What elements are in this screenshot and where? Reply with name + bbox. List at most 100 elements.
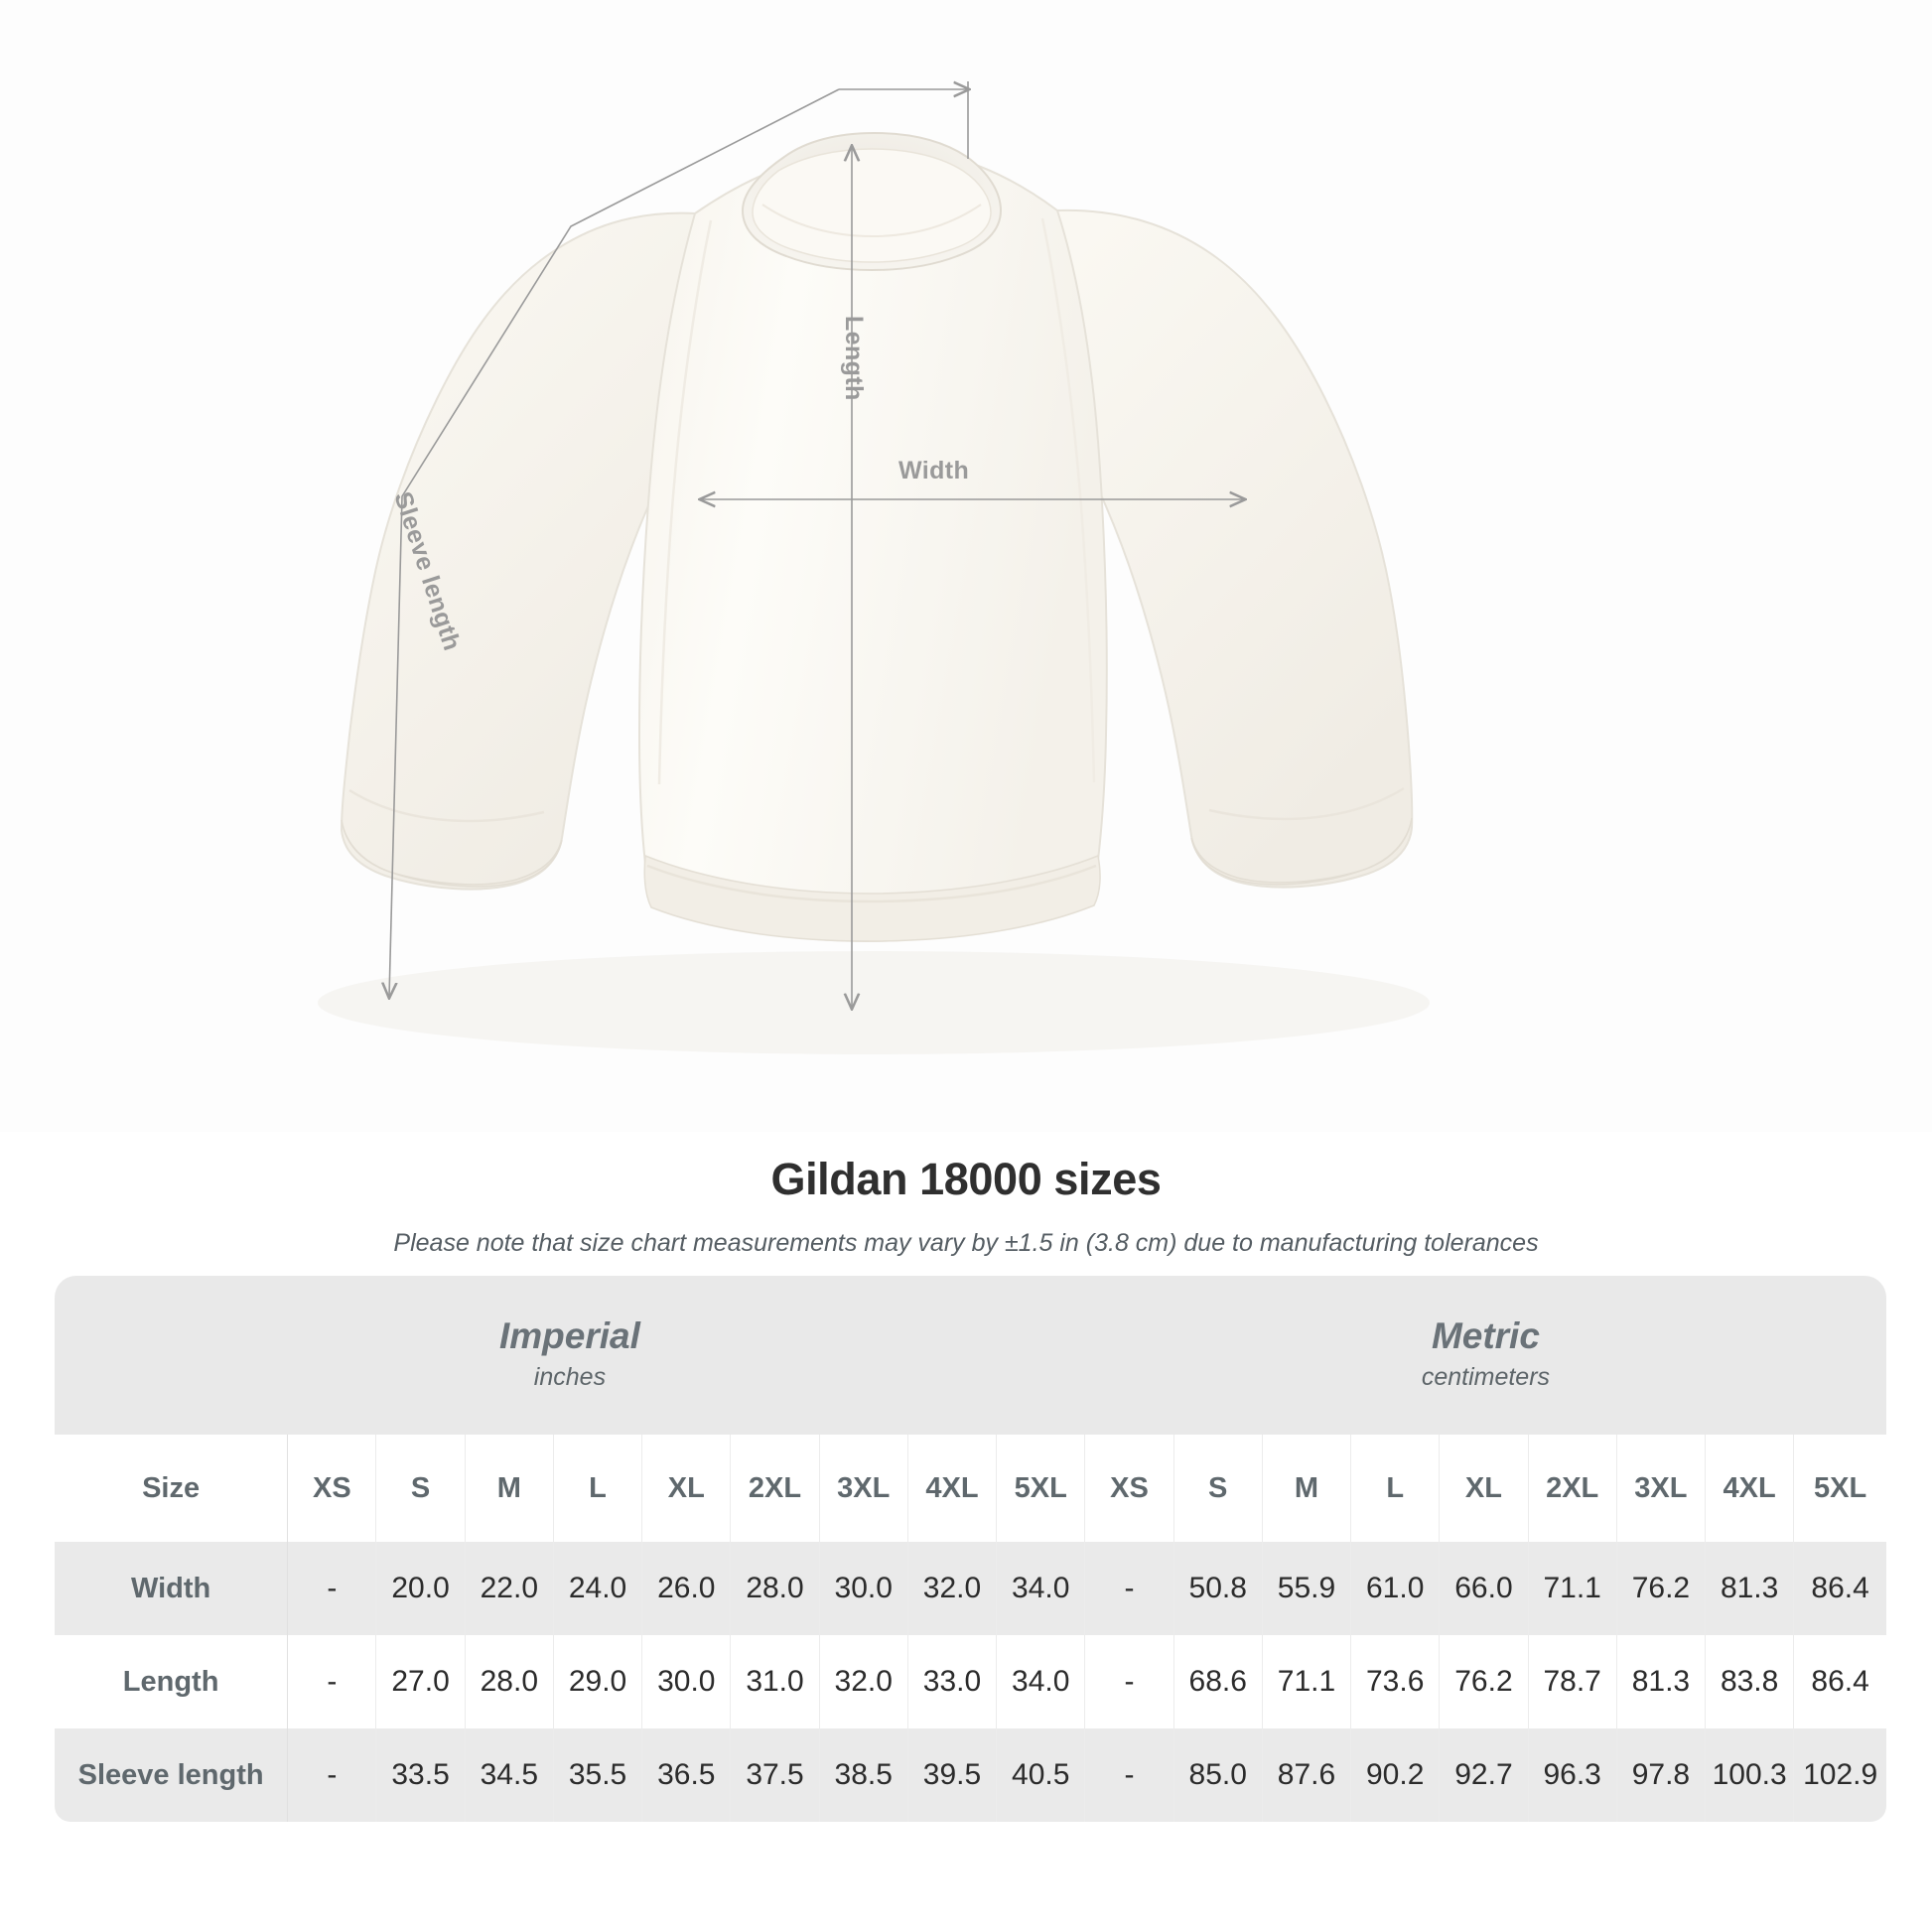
sleeve-imperial-m: 34.5 [465, 1728, 554, 1822]
length-imperial-5xl: 34.0 [996, 1635, 1086, 1728]
sleeve-imperial-xs: - [287, 1728, 377, 1822]
size-header-imperial-l: L [553, 1435, 643, 1542]
width-imperial-xl: 26.0 [641, 1542, 732, 1635]
size-header-metric-3xl: 3XL [1616, 1435, 1707, 1542]
length-imperial-3xl: 32.0 [819, 1635, 908, 1728]
width-imperial-s: 20.0 [375, 1542, 466, 1635]
length-imperial-s: 27.0 [375, 1635, 466, 1728]
width-imperial-m: 22.0 [465, 1542, 554, 1635]
width-metric-l: 61.0 [1350, 1542, 1441, 1635]
size-header-metric-xl: XL [1439, 1435, 1529, 1542]
garment-illustration: Width Length Sleeve length [318, 0, 1430, 1054]
table-row: Width - 20.0 22.0 24.0 26.0 28.0 30.0 32… [55, 1542, 1886, 1635]
size-header-metric-s: S [1173, 1435, 1263, 1542]
width-metric-xs: - [1084, 1542, 1174, 1635]
width-imperial-2xl: 28.0 [730, 1542, 820, 1635]
sleeve-metric-s: 85.0 [1173, 1728, 1263, 1822]
imperial-label: Imperial [498, 1315, 640, 1357]
size-header-imperial-2xl: 2XL [730, 1435, 820, 1542]
collar-inner [752, 148, 992, 263]
left-cuff-seam [348, 788, 545, 823]
length-metric-l: 73.6 [1350, 1635, 1441, 1728]
size-header-metric-m: M [1262, 1435, 1352, 1542]
collar-seam [761, 204, 982, 238]
sleeve-length-guide [389, 89, 968, 997]
sleeve-metric-3xl: 97.8 [1616, 1728, 1707, 1822]
width-imperial-l: 24.0 [553, 1542, 643, 1635]
hem-seam [646, 864, 1097, 903]
length-imperial-2xl: 31.0 [730, 1635, 820, 1728]
row-label-length: Length [55, 1635, 289, 1728]
length-metric-m: 71.1 [1262, 1635, 1352, 1728]
table-row: Length - 27.0 28.0 29.0 30.0 31.0 32.0 3… [55, 1635, 1886, 1728]
metric-label: Metric [1431, 1315, 1540, 1357]
row-label-width: Width [55, 1542, 289, 1635]
metric-sublabel: centimeters [1421, 1363, 1551, 1392]
sleeve-imperial-s: 33.5 [375, 1728, 466, 1822]
size-header-metric-xs: XS [1084, 1435, 1174, 1542]
width-metric-m: 55.9 [1262, 1542, 1352, 1635]
left-body-seam [657, 219, 713, 785]
metric-unit-cell: Metric centimeters [1084, 1276, 1886, 1435]
size-header-imperial-m: M [465, 1435, 554, 1542]
length-metric-4xl: 83.8 [1705, 1635, 1795, 1728]
size-header-imperial-3xl: 3XL [819, 1435, 908, 1542]
length-dimension-label: Length [840, 316, 868, 401]
sleeve-metric-xl: 92.7 [1439, 1728, 1529, 1822]
row-label-sleeve-length: Sleeve length [55, 1728, 289, 1822]
size-header-imperial-s: S [375, 1435, 466, 1542]
sleeve-metric-m: 87.6 [1262, 1728, 1352, 1822]
sleeve-metric-xs: - [1084, 1728, 1174, 1822]
length-metric-xs: - [1084, 1635, 1174, 1728]
width-metric-xl: 66.0 [1439, 1542, 1529, 1635]
sleeve-imperial-5xl: 40.5 [996, 1728, 1086, 1822]
width-metric-s: 50.8 [1173, 1542, 1263, 1635]
length-metric-2xl: 78.7 [1528, 1635, 1617, 1728]
page-title: Gildan 18000 sizes [770, 1154, 1162, 1204]
left-sleeve [340, 211, 719, 891]
length-metric-5xl: 86.4 [1793, 1635, 1886, 1728]
length-metric-3xl: 81.3 [1616, 1635, 1707, 1728]
size-header-metric-l: L [1350, 1435, 1441, 1542]
sleeve-metric-4xl: 100.3 [1705, 1728, 1795, 1822]
size-header-imperial-5xl: 5XL [996, 1435, 1086, 1542]
size-chart-table: Imperial inches Metric centimeters Size … [55, 1276, 1886, 1822]
length-imperial-4xl: 33.0 [907, 1635, 998, 1728]
length-imperial-xs: - [287, 1635, 377, 1728]
width-imperial-4xl: 32.0 [907, 1542, 998, 1635]
size-header-imperial-4xl: 4XL [907, 1435, 998, 1542]
sweatshirt-diagram [318, 0, 1430, 1054]
right-cuff [1190, 817, 1413, 886]
width-dimension-label: Width [898, 457, 970, 484]
size-header-imperial-xl: XL [641, 1435, 732, 1542]
width-metric-3xl: 76.2 [1616, 1542, 1707, 1635]
length-imperial-l: 29.0 [553, 1635, 643, 1728]
unit-banner-row: Imperial inches Metric centimeters [55, 1276, 1886, 1435]
garment-shadow [318, 951, 1430, 1054]
length-metric-xl: 76.2 [1439, 1635, 1529, 1728]
title-block: Gildan 18000 sizes Please note that size… [0, 1132, 1932, 1258]
width-imperial-xs: - [287, 1542, 377, 1635]
size-header-metric-4xl: 4XL [1705, 1435, 1795, 1542]
size-header-label: Size [55, 1435, 289, 1542]
imperial-sublabel: inches [533, 1363, 607, 1392]
length-guide [852, 81, 969, 1008]
sleeve-imperial-xl: 36.5 [641, 1728, 732, 1822]
size-header-metric-5xl: 5XL [1793, 1435, 1886, 1542]
sleeve-metric-5xl: 102.9 [1793, 1728, 1886, 1822]
tolerance-note: Please note that size chart measurements… [393, 1229, 1539, 1257]
imperial-unit-cell: Imperial inches [55, 1276, 1085, 1435]
width-metric-2xl: 71.1 [1528, 1542, 1617, 1635]
length-imperial-xl: 30.0 [641, 1635, 732, 1728]
size-header-row: Size XS S M L XL 2XL 3XL 4XL 5XL XS S M … [55, 1435, 1886, 1542]
size-header-metric-2xl: 2XL [1528, 1435, 1617, 1542]
right-sleeve [1035, 208, 1414, 889]
width-metric-5xl: 86.4 [1793, 1542, 1886, 1635]
size-chart-table-wrapper: Imperial inches Metric centimeters Size … [55, 1276, 1886, 1822]
left-cuff [341, 819, 563, 888]
width-imperial-3xl: 30.0 [819, 1542, 908, 1635]
width-imperial-5xl: 34.0 [996, 1542, 1086, 1635]
sleeve-imperial-3xl: 38.5 [819, 1728, 908, 1822]
sleeve-imperial-4xl: 39.5 [907, 1728, 998, 1822]
right-cuff-seam [1208, 786, 1405, 821]
